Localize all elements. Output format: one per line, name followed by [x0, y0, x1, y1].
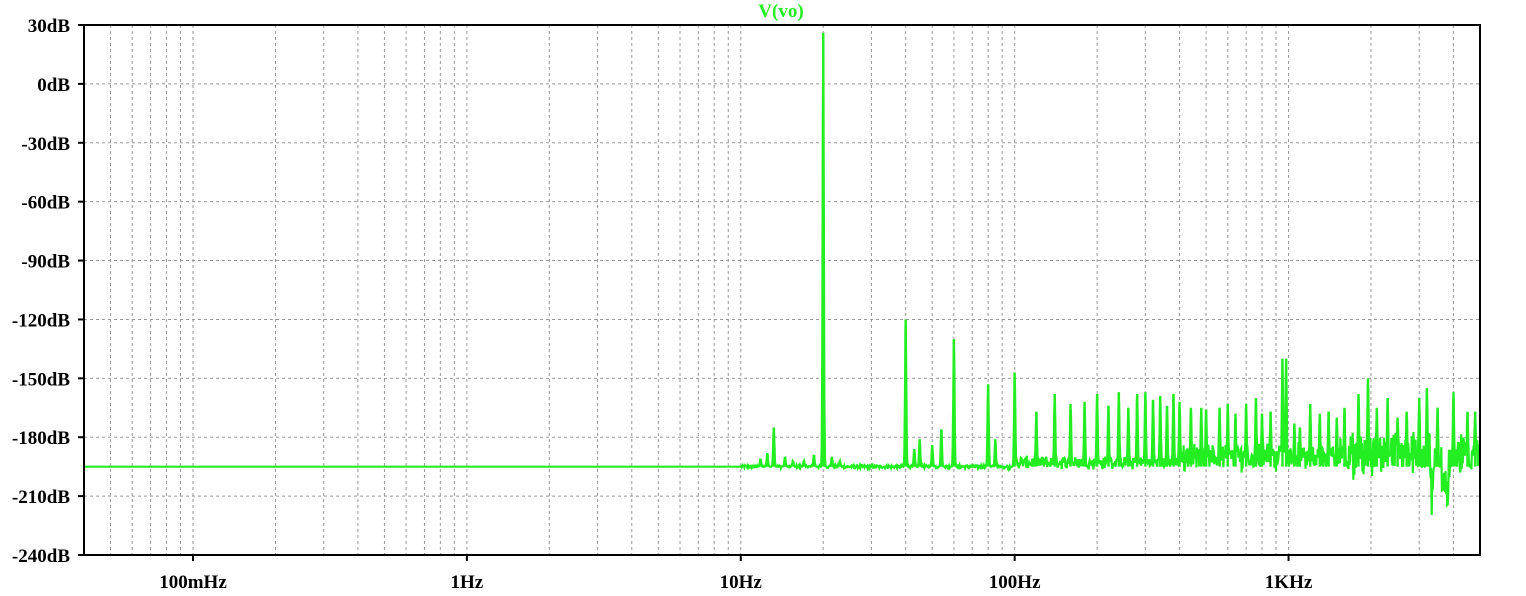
x-tick-label: 1Hz: [451, 572, 484, 593]
x-tick-label: 100Hz: [989, 572, 1041, 593]
trace-v-vo: [84, 32, 1482, 516]
y-axis-ticks: 30dB 0dB -30dB -60dB -90dB -120dB -150dB -180dB…: [12, 16, 84, 567]
y-tick-label: -60dB: [21, 193, 70, 214]
y-tick-label: -150dB: [12, 369, 70, 390]
y-tick-label: -120dB: [12, 310, 70, 331]
y-tick-label: -30dB: [21, 134, 70, 155]
plot-frame: [83, 24, 1481, 556]
x-tick-label: 100mHz: [159, 572, 227, 593]
y-tick-label: -240dB: [12, 546, 70, 567]
chart-title: V(vo): [758, 1, 803, 22]
x-axis-ticks: 100mHz 1Hz 10Hz 100Hz 1KHz: [159, 555, 1313, 593]
y-tick-label: 30dB: [28, 16, 71, 37]
y-tick-label: -90dB: [21, 252, 70, 273]
x-tick-label: 10Hz: [720, 572, 763, 593]
y-tick-label: 0dB: [37, 75, 70, 96]
grid-lines: [83, 24, 1481, 556]
x-tick-label: 1KHz: [1265, 572, 1313, 593]
y-tick-label: -180dB: [12, 428, 70, 449]
y-tick-label: -210dB: [12, 487, 70, 508]
